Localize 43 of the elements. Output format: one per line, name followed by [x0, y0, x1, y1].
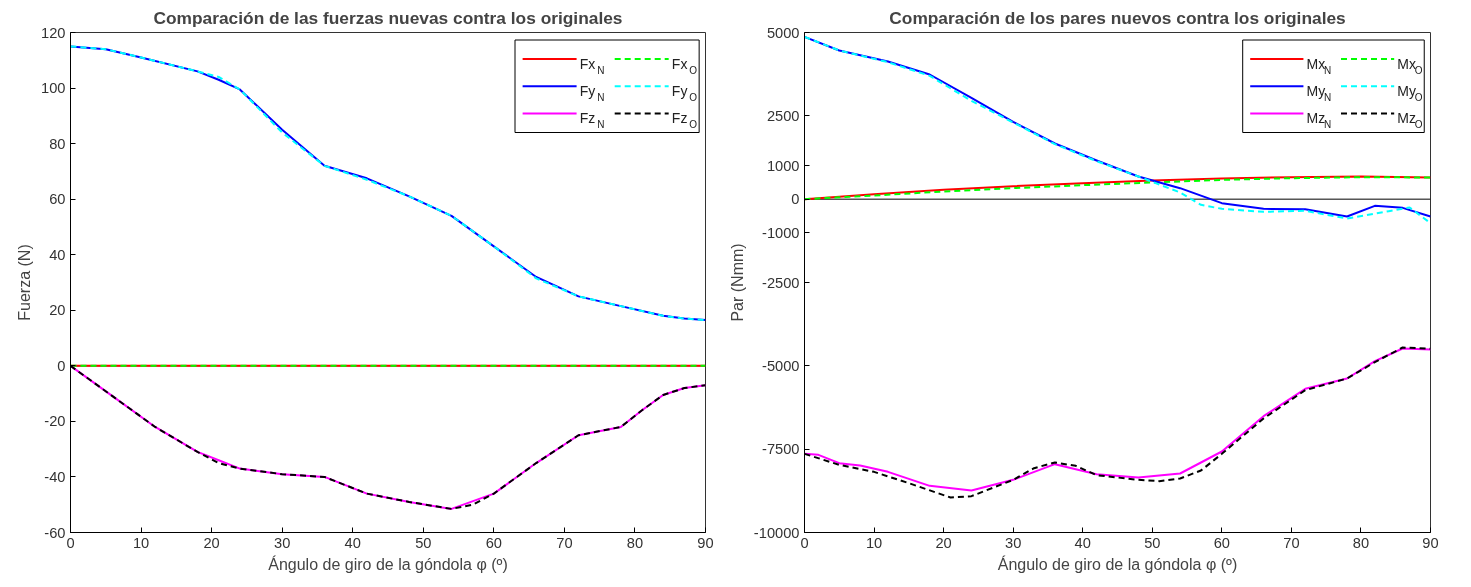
x-tick-label: 10 [132, 534, 150, 551]
x-axis-title: Ángulo de giro de la góndola φ (º) [268, 554, 508, 573]
y-tick-label: 5000 [766, 24, 800, 41]
x-tick-label: 20 [203, 534, 220, 551]
y-tick-label: 60 [49, 191, 66, 208]
x-tick-label: 40 [344, 534, 361, 551]
y-axis-title: Par (Nmm) [728, 243, 746, 322]
x-tick-label: 30 [274, 534, 291, 551]
y-tick-label: 40 [49, 246, 66, 263]
x-axis-title: Ángulo de giro de la góndola φ (º) [997, 554, 1238, 573]
x-tick-label: 30 [1005, 534, 1022, 551]
y-tick-label: -5000 [762, 357, 800, 374]
y-tick-label: 100 [41, 80, 66, 97]
y-tick-label: 1000 [766, 157, 800, 174]
y-tick-label: -40 [44, 468, 66, 485]
y-tick-label: -2500 [762, 274, 800, 291]
y-tick-label: -20 [44, 413, 66, 430]
chart-title: Comparación de las fuerzas nuevas contra los originales [153, 7, 623, 28]
y-tick-label: 2500 [766, 107, 800, 124]
y-tick-label: 80 [49, 135, 66, 152]
y-tick-label: 0 [57, 357, 66, 374]
x-tick-label: 40 [1074, 534, 1091, 551]
y-tick-label: -10000 [753, 524, 800, 541]
x-tick-label: 80 [626, 534, 644, 551]
x-tick-label: 50 [415, 534, 432, 551]
y-axis-title: Fuerza (N) [16, 244, 34, 321]
x-tick-label: 20 [935, 534, 952, 551]
y-tick-label: -7500 [762, 441, 800, 458]
chart-title: Comparación de los pares nuevos contra los originales [889, 7, 1346, 28]
y-tick-label: -1000 [762, 224, 800, 241]
y-tick-label: -60 [44, 524, 66, 541]
y-tick-label: 120 [41, 24, 66, 41]
x-tick-label: 50 [1144, 534, 1161, 551]
x-tick-label: 70 [1283, 534, 1300, 551]
y-tick-label: 0 [791, 191, 800, 208]
x-tick-label: 90 [697, 534, 714, 551]
x-tick-label: 80 [1352, 534, 1370, 551]
y-tick-label: 20 [49, 302, 66, 319]
x-tick-label: 60 [1213, 534, 1230, 551]
x-tick-label: 70 [556, 534, 573, 551]
x-tick-label: 90 [1422, 534, 1439, 551]
x-tick-label: 10 [865, 534, 883, 551]
x-tick-label: 60 [485, 534, 502, 551]
